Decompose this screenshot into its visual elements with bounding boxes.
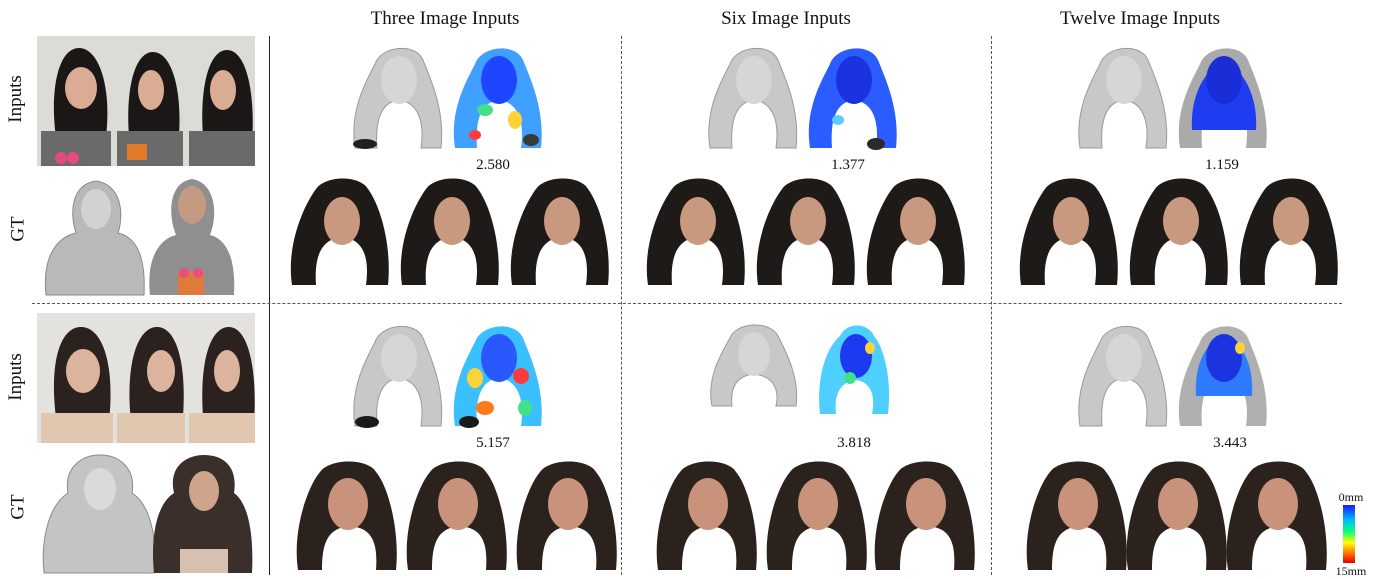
column-title-three: Three Image Inputs [370,8,520,29]
divider-left [269,36,270,575]
colorbar-min-label: 0mm [1338,490,1364,504]
column-title-twelve: Twelve Image Inputs [1059,8,1221,29]
mesh-results-six-s1 [708,47,897,150]
textured-results-three-s2 [296,461,617,570]
metric-six-s1: 1.377 [831,157,865,173]
gt-scans-subject-2 [42,454,253,574]
column-title-six: Six Image Inputs [721,8,851,29]
mesh-results-three-s2 [353,325,542,428]
metric-six-s2: 3.818 [837,435,871,451]
divider-col-2 [991,36,992,575]
mesh-results-six-s2 [710,324,890,414]
row-label-inputs-2: Inputs [4,353,26,401]
divider-subjects [32,303,1342,304]
divider-col-1 [621,36,622,575]
mesh-results-three-s1 [353,47,542,149]
metric-twelve-s1: 1.159 [1205,157,1239,173]
textured-results-six-s2 [656,461,975,570]
textured-results-twelve-s2 [1026,461,1327,570]
input-photos-subject-1 [37,36,255,166]
mesh-results-twelve-s2 [1078,325,1267,427]
input-photos-subject-2 [37,313,255,443]
row-label-gt-2: GT [7,494,29,520]
row-label-inputs-1: Inputs [4,75,26,123]
metric-twelve-s2: 3.443 [1213,435,1247,451]
gt-scans-subject-1 [44,179,235,296]
mesh-results-twelve-s1 [1078,47,1267,149]
colorbar-max-label: 15mm [1335,564,1367,578]
metric-three-s2: 5.157 [476,435,510,451]
metric-three-s1: 2.580 [476,157,510,173]
textured-results-three-s1 [290,178,609,285]
error-colorbar [1343,505,1355,563]
row-label-gt-1: GT [7,216,29,242]
textured-results-six-s1 [646,178,965,285]
textured-results-twelve-s1 [1019,178,1338,285]
